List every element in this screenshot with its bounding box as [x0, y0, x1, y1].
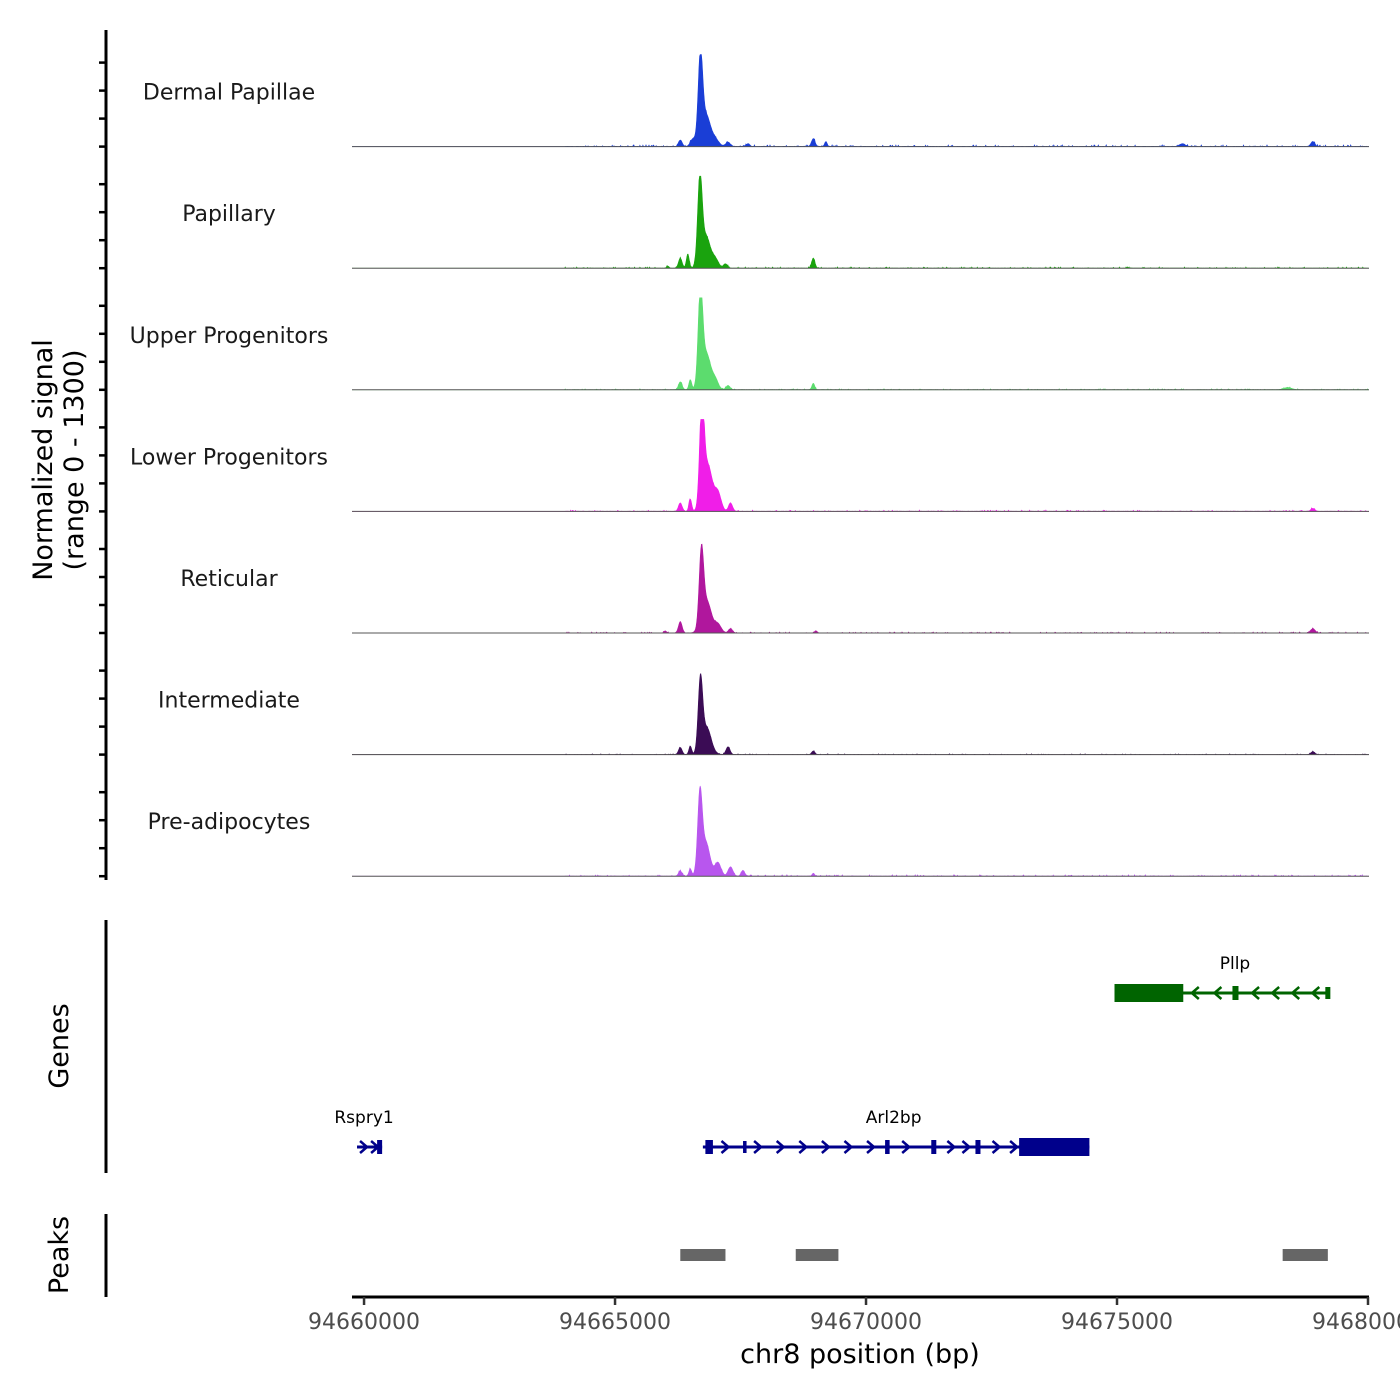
track-label: Lower Progenitors	[130, 445, 328, 470]
gene-exon	[1325, 987, 1331, 999]
track-upper-progenitors: Upper Progenitors	[130, 297, 1369, 391]
signal-panel: Normalized signal (range 0 - 1300) Derma…	[28, 30, 1369, 880]
track-pre-adipocytes: Pre-adipocytes	[148, 785, 1369, 877]
gene-label: Pllp	[1220, 954, 1251, 974]
gene-exon	[1114, 984, 1184, 1002]
strand-arrow	[753, 1140, 764, 1154]
track-papillary: Papillary	[182, 175, 1369, 269]
x-tick-label: 94665000	[559, 1310, 671, 1335]
track-label: Dermal Papillae	[143, 81, 315, 106]
gene-models: Pllp Rspry1 Arl2bp	[334, 954, 1331, 1156]
strand-arrow	[359, 1140, 369, 1154]
track-label: Pre-adipocytes	[148, 810, 311, 835]
coverage-area	[352, 54, 1369, 148]
strand-arrow	[821, 1140, 831, 1154]
peak-boxes	[680, 1249, 1328, 1261]
genes-panel: Genes Pllp Rspry1 Arl2bp	[44, 920, 1331, 1173]
x-ticks: 94660000 94665000 94670000 94675000 94680000	[308, 1297, 1400, 1335]
gene-arl2bp: Arl2bp	[702, 1108, 1090, 1156]
signal-y-ticks	[99, 61, 106, 878]
peak-box	[1282, 1249, 1328, 1261]
coverage-area	[352, 297, 1369, 391]
strand-arrow	[1250, 986, 1260, 1000]
signal-y-axis-title: Normalized signal	[28, 339, 59, 581]
strand-arrow	[901, 1140, 912, 1154]
peaks-panel-title: Peaks	[44, 1216, 75, 1294]
genes-panel-title: Genes	[44, 1003, 75, 1088]
strand-arrow	[775, 1140, 786, 1154]
strand-arrow	[1009, 1140, 1020, 1154]
strand-arrow	[798, 1140, 809, 1154]
gene-exon	[1019, 1138, 1090, 1156]
gene-exon	[743, 1141, 747, 1153]
track-dermal-papillae: Dermal Papillae	[143, 54, 1369, 148]
strand-arrow	[370, 1140, 381, 1154]
coverage-area	[352, 419, 1369, 512]
strand-arrow	[1270, 986, 1280, 1000]
gene-exon	[885, 1140, 890, 1154]
strand-arrow	[991, 1140, 1002, 1154]
gene-label: Rspry1	[334, 1108, 393, 1128]
track-intermediate: Intermediate	[158, 672, 1369, 756]
track-label: Reticular	[180, 567, 278, 592]
x-tick-label: 94675000	[1061, 1310, 1173, 1335]
coverage-area	[352, 672, 1369, 755]
coverage-area	[352, 785, 1369, 877]
gene-exon	[1232, 986, 1239, 1000]
peak-box	[795, 1249, 839, 1261]
strand-arrow	[946, 1140, 957, 1154]
peak-box	[680, 1249, 726, 1261]
gene-rspry1: Rspry1	[334, 1108, 394, 1154]
strand-arrow	[720, 1140, 731, 1154]
track-label: Intermediate	[158, 689, 300, 714]
gene-exon	[975, 1140, 981, 1154]
gene-pllp: Pllp	[1114, 954, 1331, 1002]
x-axis: 94660000 94665000 94670000 94675000 94680000…	[308, 1295, 1400, 1370]
signal-y-axis-subtitle: (range 0 - 1300)	[59, 350, 90, 571]
strand-arrow	[1310, 986, 1321, 1000]
track-lower-progenitors: Lower Progenitors	[130, 419, 1369, 512]
peaks-panel: Peaks	[44, 1214, 1328, 1297]
strand-arrow	[961, 1140, 972, 1154]
track-label: Upper Progenitors	[130, 324, 329, 349]
strand-arrow	[866, 1140, 876, 1154]
coverage-area	[352, 175, 1369, 269]
track-label: Papillary	[182, 202, 276, 227]
coverage-area	[352, 543, 1369, 634]
x-tick-label: 94680000	[1312, 1310, 1400, 1335]
strand-arrow	[1212, 986, 1223, 1000]
strand-arrow	[1189, 986, 1200, 1000]
gene-exon	[931, 1140, 937, 1154]
x-tick-label: 94670000	[810, 1310, 922, 1335]
gene-label: Arl2bp	[866, 1108, 922, 1128]
signal-tracks: Dermal Papillae Papillary Upper Progenitor…	[130, 54, 1369, 877]
track-reticular: Reticular	[180, 543, 1369, 634]
x-tick-label: 94660000	[308, 1310, 420, 1335]
strand-arrow	[1290, 986, 1301, 1000]
x-axis-title: chr8 position (bp)	[740, 1339, 980, 1370]
gene-exon	[705, 1140, 713, 1154]
strand-arrow	[843, 1140, 854, 1154]
